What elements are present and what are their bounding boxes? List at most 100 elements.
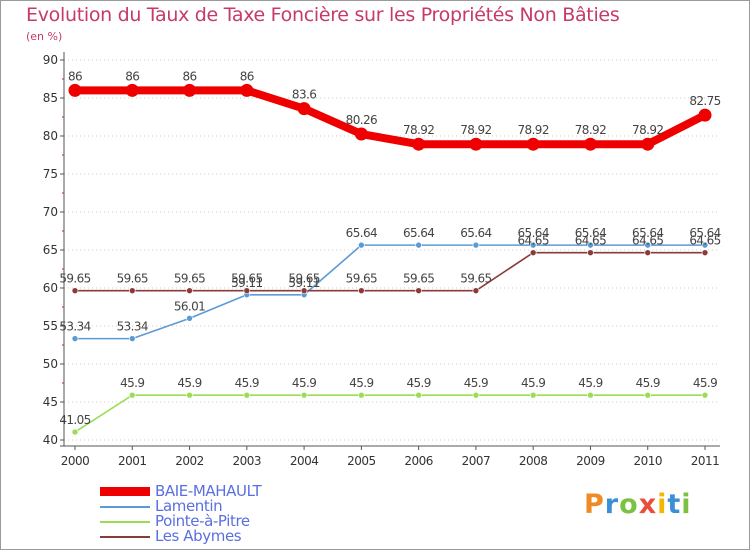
data-label-les-abymes: 59.65 — [460, 272, 491, 286]
logo-letter: i — [681, 489, 692, 520]
data-point-les-abymes — [701, 249, 709, 256]
data-label-pointe-pitre: 45.9 — [349, 376, 373, 390]
data-label-lamentin: 65.64 — [575, 226, 606, 240]
data-point-les-abymes — [243, 287, 251, 294]
y-tick-label: 85 — [43, 91, 58, 105]
data-point-les-abymes — [186, 287, 193, 294]
data-point-lamentin — [529, 241, 537, 249]
y-tick-label: 60 — [43, 281, 58, 295]
data-label-lamentin: 59.11 — [288, 276, 319, 290]
data-point-pointe-pitre — [529, 391, 537, 399]
data-label-lamentin: 53.34 — [59, 320, 90, 334]
data-label-pointe-pitre: 45.9 — [120, 376, 144, 390]
data-point-baie-mahault — [183, 83, 197, 97]
series-line-baie-mahault — [71, 86, 709, 149]
y-tick-label: 75 — [43, 167, 58, 181]
data-point-pointe-pitre — [300, 391, 308, 399]
logo-letter: r — [604, 489, 620, 520]
data-point-les-abymes — [300, 287, 308, 294]
y-tick-label: 80 — [43, 129, 58, 143]
logo-letter: t — [667, 489, 682, 520]
data-point-lamentin — [186, 315, 193, 322]
data-point-les-abymes — [529, 249, 537, 256]
data-label-pointe-pitre: 45.9 — [578, 376, 602, 390]
data-label-baie-mahault: 86 — [125, 69, 139, 83]
data-label-baie-mahault: 86 — [240, 69, 254, 83]
data-label-baie-mahault: 78.92 — [518, 123, 549, 137]
data-label-baie-mahault: 83.6 — [292, 88, 316, 102]
data-label-baie-mahault: 80.26 — [346, 113, 377, 127]
data-label-lamentin: 56.01 — [174, 299, 205, 313]
data-label-lamentin: 65.64 — [346, 226, 377, 240]
data-point-pointe-pitre — [71, 428, 79, 436]
data-point-baie-mahault — [469, 137, 483, 151]
logo-letter: x — [638, 489, 658, 520]
x-tick-label: 2008 — [519, 454, 548, 468]
data-label-pointe-pitre: 45.9 — [521, 376, 545, 390]
data-label-baie-mahault: 82.75 — [689, 94, 720, 108]
legend-swatch — [100, 536, 150, 538]
data-label-les-abymes: 64.65 — [632, 234, 663, 248]
x-tick-label: 2009 — [576, 454, 605, 468]
data-point-baie-mahault — [641, 137, 655, 151]
data-label-pointe-pitre: 45.9 — [406, 376, 430, 390]
data-label-lamentin: 59.11 — [231, 276, 262, 290]
data-point-baie-mahault — [240, 83, 254, 97]
data-label-les-abymes: 59.65 — [288, 272, 319, 286]
y-tick-label: 65 — [43, 243, 58, 257]
x-tick-label: 2004 — [290, 454, 319, 468]
data-label-pointe-pitre: 45.9 — [693, 376, 717, 390]
x-tick-label: 2003 — [233, 454, 262, 468]
data-point-les-abymes — [587, 249, 594, 256]
data-point-lamentin — [472, 241, 480, 249]
data-point-les-abymes — [644, 249, 652, 256]
series-line-pointe-pitre — [74, 394, 706, 433]
data-label-baie-mahault: 78.92 — [403, 123, 434, 137]
x-tick-label: 2001 — [118, 454, 147, 468]
y-tick-label: 90 — [43, 53, 58, 67]
x-tick-label: 2002 — [175, 454, 204, 468]
x-tick-label: 2010 — [633, 454, 662, 468]
data-label-lamentin: 65.64 — [689, 226, 720, 240]
data-point-baie-mahault — [68, 83, 82, 97]
data-label-baie-mahault: 78.92 — [460, 123, 491, 137]
legend-label: BAIE-MAHAULT — [155, 482, 262, 500]
data-label-les-abymes: 59.65 — [403, 272, 434, 286]
data-point-lamentin — [644, 241, 652, 249]
data-point-lamentin — [128, 335, 136, 342]
data-point-lamentin — [358, 241, 365, 249]
data-label-pointe-pitre: 45.9 — [177, 376, 201, 390]
data-label-les-abymes: 59.65 — [174, 272, 205, 286]
data-point-lamentin — [587, 241, 594, 249]
data-label-lamentin: 65.64 — [632, 226, 663, 240]
data-point-lamentin — [415, 241, 422, 249]
data-point-lamentin — [71, 335, 79, 342]
series-line-lamentin — [74, 244, 706, 340]
data-label-pointe-pitre: 45.9 — [292, 376, 316, 390]
data-label-baie-mahault: 78.92 — [575, 123, 606, 137]
data-point-les-abymes — [358, 287, 365, 294]
x-tick-label: 2000 — [61, 454, 90, 468]
data-point-les-abymes — [472, 287, 480, 294]
data-point-pointe-pitre — [472, 391, 480, 399]
data-label-lamentin: 53.34 — [117, 320, 148, 334]
y-tick-label: 70 — [43, 205, 58, 219]
data-point-les-abymes — [128, 287, 136, 294]
data-point-les-abymes — [415, 287, 422, 294]
x-tick-label: 2005 — [347, 454, 376, 468]
chart-title: Evolution du Taux de Taxe Foncière sur l… — [26, 4, 620, 26]
legend-swatch — [100, 487, 150, 496]
data-label-pointe-pitre: 41.05 — [59, 413, 90, 427]
data-label-les-abymes: 64.65 — [518, 234, 549, 248]
data-point-pointe-pitre — [128, 391, 136, 399]
data-point-pointe-pitre — [701, 391, 709, 399]
x-tick-label: 2006 — [404, 454, 433, 468]
data-label-baie-mahault: 78.92 — [632, 123, 663, 137]
data-label-les-abymes: 64.65 — [575, 234, 606, 248]
proxiti-logo: Proxiti — [584, 489, 692, 520]
data-label-baie-mahault: 86 — [183, 69, 197, 83]
data-point-baie-mahault — [583, 137, 597, 151]
data-label-pointe-pitre: 45.9 — [636, 376, 660, 390]
x-tick-label: 2011 — [691, 454, 720, 468]
